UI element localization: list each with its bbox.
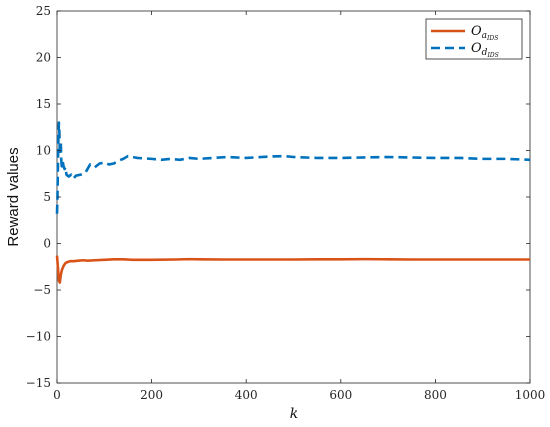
y-tick-label-5: 10 [36, 144, 51, 158]
y-tick-label-2: −5 [33, 283, 51, 297]
x-tick-label-1: 200 [140, 388, 163, 402]
x-axis-ticks: 0 200 400 600 800 1000 [53, 11, 545, 402]
legend-label-1: OaIDS [471, 24, 498, 42]
series-line-2 [55, 121, 531, 214]
y-axis-label: Reward values [5, 147, 22, 246]
legend-box [425, 18, 523, 60]
y-tick-label-3: 0 [43, 237, 51, 251]
y-tick-label-8: 25 [36, 4, 51, 18]
y-tick-label-1: −10 [26, 330, 51, 344]
legend-label-2: OdIDS [471, 41, 499, 59]
plot-frame [56, 10, 531, 384]
x-axis-label: k [290, 406, 298, 422]
y-axis-ticks: −15 −10 −5 0 5 10 15 20 25 [26, 4, 530, 390]
series-line-1 [55, 255, 530, 284]
plot-area [56, 10, 531, 384]
x-tick-label-0: 0 [53, 388, 61, 402]
x-tick-label-5: 1000 [515, 388, 546, 402]
y-tick-label-4: 5 [43, 190, 51, 204]
series-layer [55, 121, 531, 284]
x-tick-label-4: 800 [424, 388, 447, 402]
x-tick-label-2: 400 [235, 388, 258, 402]
y-tick-label-7: 20 [36, 51, 51, 65]
x-tick-label-3: 600 [329, 388, 352, 402]
y-tick-label-0: −15 [26, 376, 51, 390]
y-tick-label-6: 15 [36, 97, 51, 111]
